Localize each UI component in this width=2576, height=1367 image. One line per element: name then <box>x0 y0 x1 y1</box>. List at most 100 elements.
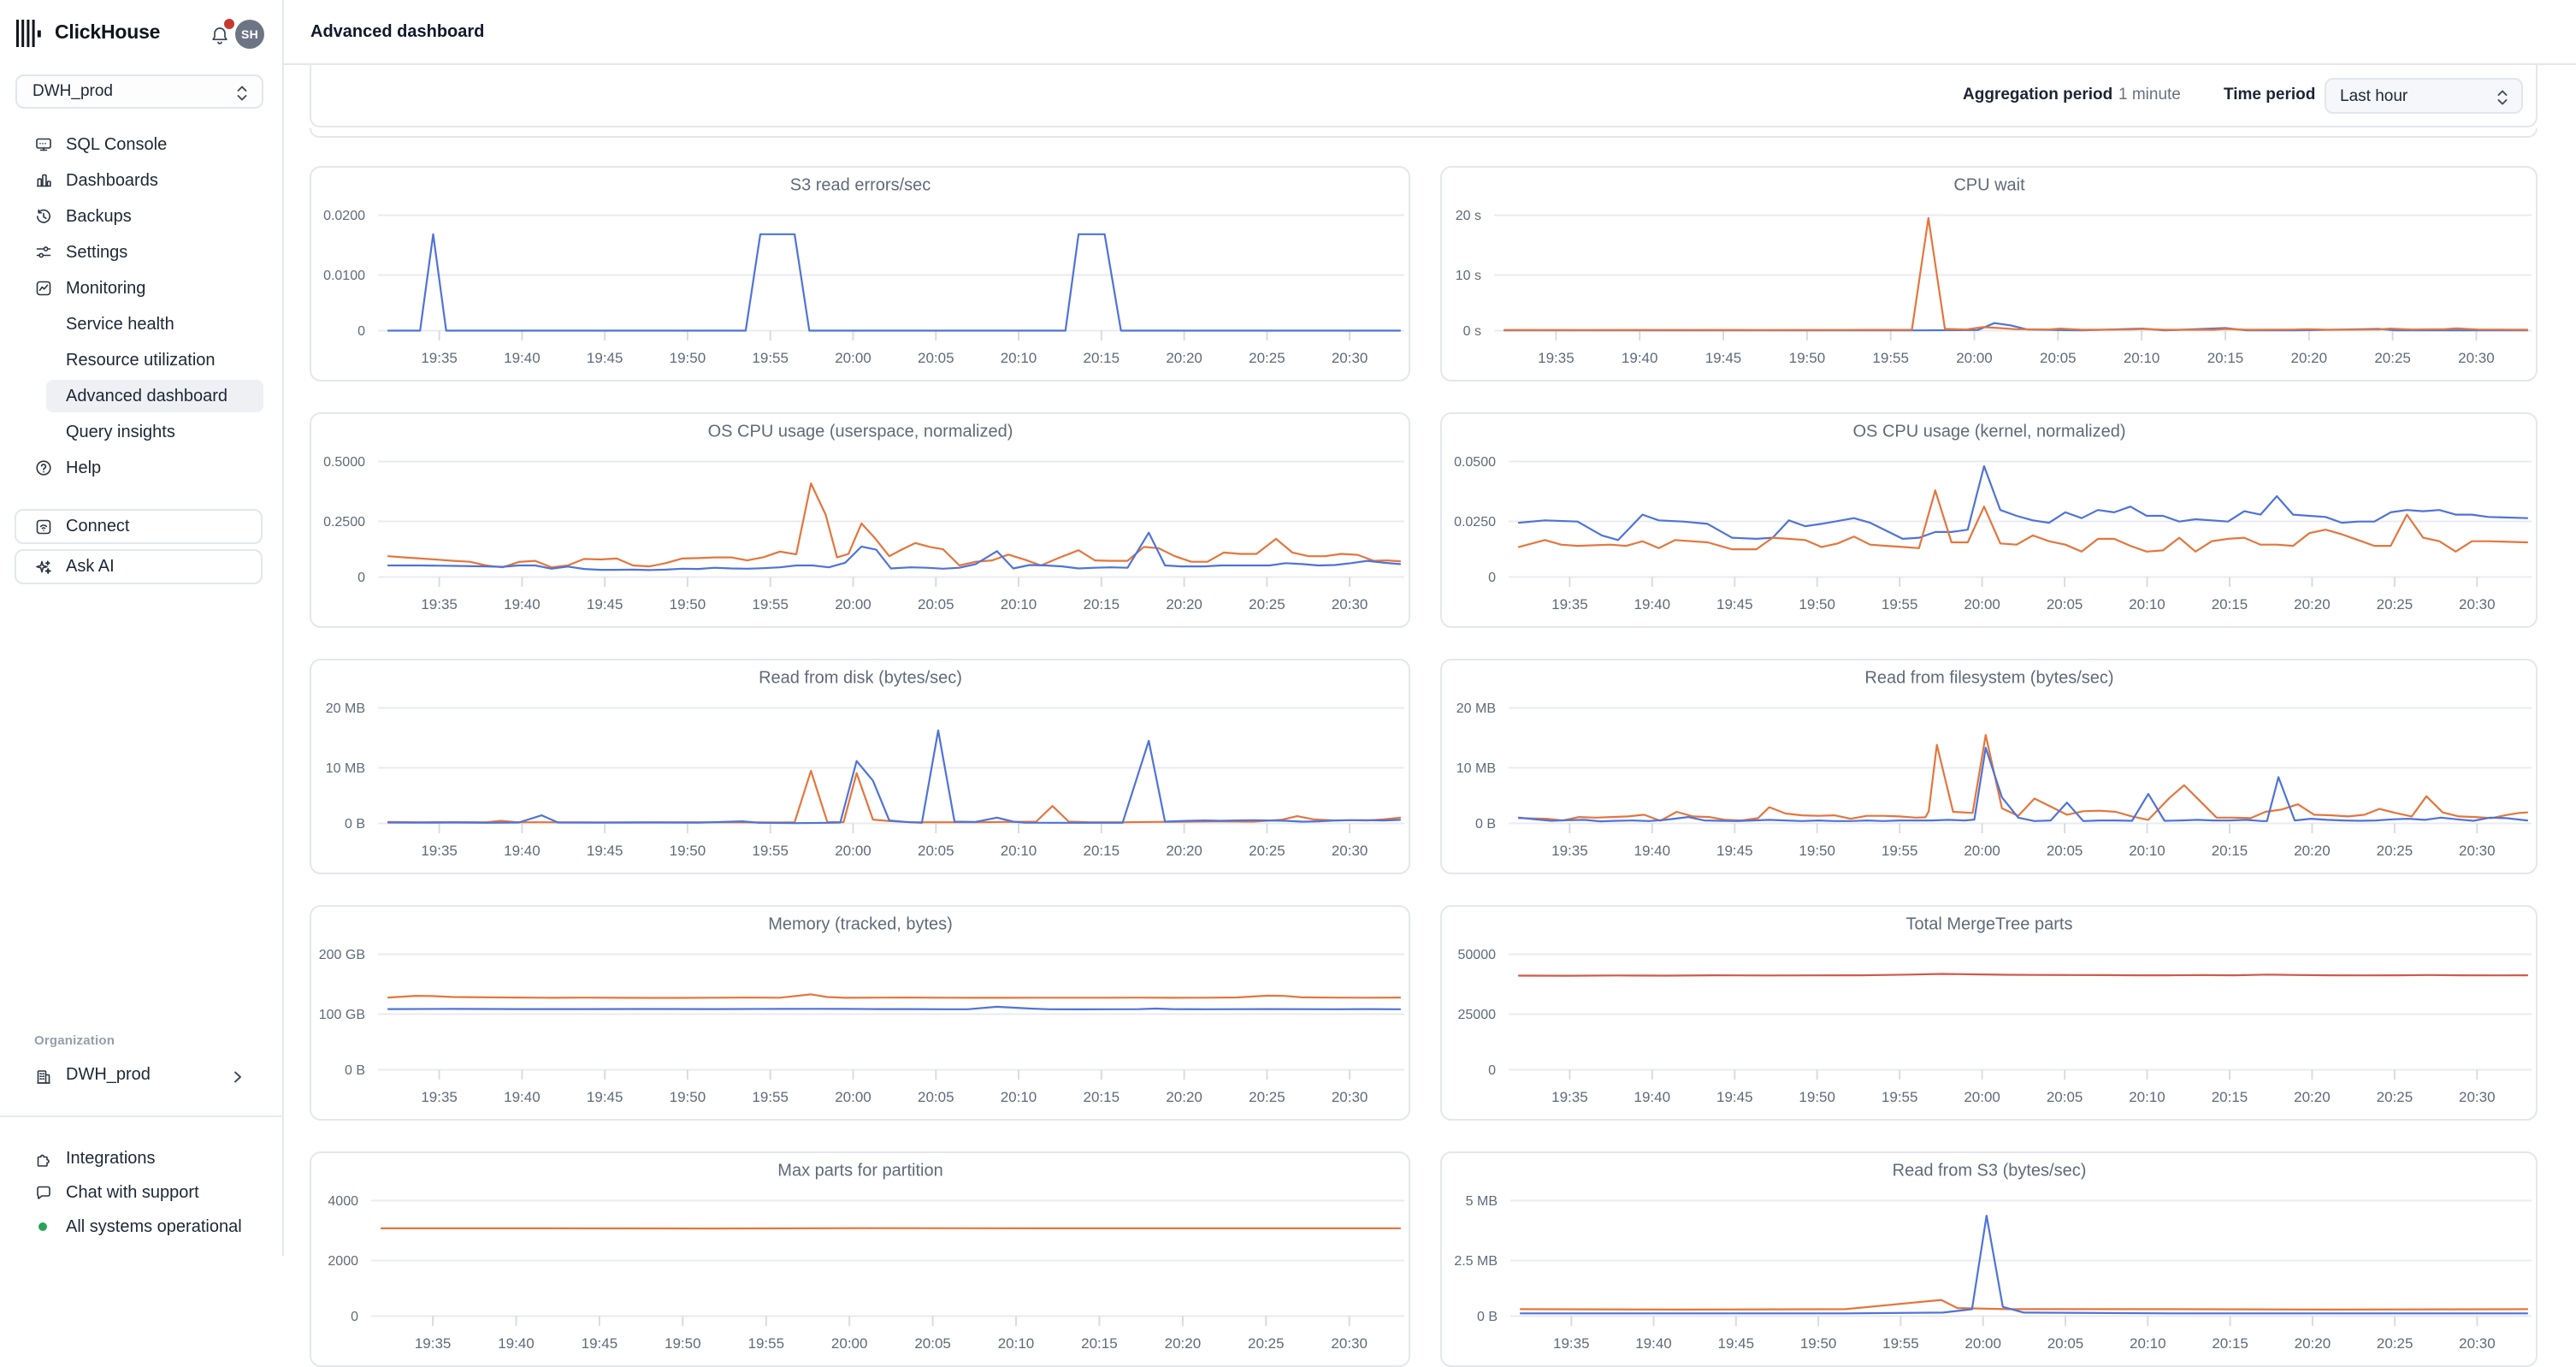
svg-text:19:40: 19:40 <box>1635 1335 1672 1352</box>
svg-text:19:45: 19:45 <box>1705 350 1742 366</box>
svg-text:19:35: 19:35 <box>1551 596 1588 612</box>
svg-text:20:25: 20:25 <box>2374 350 2411 366</box>
svg-text:20:10: 20:10 <box>1001 596 1037 612</box>
svg-text:20:25: 20:25 <box>2377 843 2414 859</box>
svg-text:OS CPU usage (userspace, norma: OS CPU usage (userspace, normalized) <box>708 423 1013 441</box>
svg-text:20:00: 20:00 <box>831 1335 868 1352</box>
svg-text:0 s: 0 s <box>1463 324 1481 339</box>
svg-text:5 MB: 5 MB <box>1466 1194 1498 1209</box>
svg-text:Total MergeTree parts: Total MergeTree parts <box>1906 915 2073 934</box>
svg-text:20:15: 20:15 <box>2212 596 2248 612</box>
svg-text:20:00: 20:00 <box>1964 843 2000 859</box>
svg-text:19:55: 19:55 <box>1882 1335 1919 1352</box>
svg-text:0.0200: 0.0200 <box>323 209 365 223</box>
svg-text:19:50: 19:50 <box>1800 1335 1837 1352</box>
svg-text:4000: 4000 <box>328 1194 358 1209</box>
svg-text:20:30: 20:30 <box>1332 1089 1368 1105</box>
svg-text:20:25: 20:25 <box>1248 1335 1285 1352</box>
svg-text:Read from S3 (bytes/sec): Read from S3 (bytes/sec) <box>1893 1162 2087 1181</box>
svg-text:20:15: 20:15 <box>2212 1335 2248 1352</box>
svg-text:20:00: 20:00 <box>835 1089 871 1105</box>
svg-text:19:45: 19:45 <box>587 596 623 612</box>
svg-text:19:40: 19:40 <box>504 843 541 859</box>
svg-text:19:45: 19:45 <box>587 1089 623 1105</box>
svg-text:20:15: 20:15 <box>1084 843 1120 859</box>
svg-text:20:15: 20:15 <box>1084 596 1120 612</box>
svg-text:20:15: 20:15 <box>1084 1089 1120 1105</box>
svg-text:0: 0 <box>1488 1063 1496 1078</box>
svg-text:20:25: 20:25 <box>1249 843 1285 859</box>
svg-text:Max parts for partition: Max parts for partition <box>777 1162 942 1181</box>
svg-text:19:55: 19:55 <box>752 596 789 612</box>
svg-text:19:45: 19:45 <box>1716 843 1753 859</box>
svg-text:19:45: 19:45 <box>1718 1335 1755 1352</box>
svg-text:20:00: 20:00 <box>1964 1335 2001 1352</box>
svg-text:0 B: 0 B <box>345 1063 365 1078</box>
svg-text:20:20: 20:20 <box>2294 596 2331 612</box>
svg-text:20 MB: 20 MB <box>326 701 365 716</box>
svg-text:20:15: 20:15 <box>1081 1335 1118 1352</box>
svg-text:20:05: 20:05 <box>2040 350 2077 366</box>
svg-text:20:15: 20:15 <box>2212 1089 2248 1105</box>
svg-text:19:50: 19:50 <box>670 350 706 366</box>
svg-text:19:50: 19:50 <box>1799 1089 1835 1105</box>
svg-text:10 s: 10 s <box>1456 269 1481 283</box>
svg-text:19:40: 19:40 <box>498 1335 535 1352</box>
svg-text:19:45: 19:45 <box>587 350 623 366</box>
svg-text:20:30: 20:30 <box>1332 596 1368 612</box>
svg-text:20:00: 20:00 <box>835 350 871 366</box>
svg-text:Read from disk (bytes/sec): Read from disk (bytes/sec) <box>759 669 962 688</box>
svg-text:19:55: 19:55 <box>1882 596 1918 612</box>
svg-text:0: 0 <box>357 571 365 585</box>
svg-text:19:50: 19:50 <box>1799 843 1835 859</box>
svg-text:19:35: 19:35 <box>1538 350 1575 366</box>
svg-text:20:00: 20:00 <box>1964 1089 2000 1105</box>
svg-text:20:10: 20:10 <box>2130 1335 2166 1352</box>
svg-text:2000: 2000 <box>328 1254 358 1269</box>
svg-text:20:10: 20:10 <box>1001 350 1037 366</box>
svg-text:20:05: 20:05 <box>918 596 954 612</box>
svg-text:0 B: 0 B <box>1477 1310 1498 1324</box>
svg-text:19:50: 19:50 <box>665 1335 701 1352</box>
svg-text:20:15: 20:15 <box>1084 350 1120 366</box>
svg-text:20:00: 20:00 <box>1964 596 2000 612</box>
svg-text:0: 0 <box>351 1310 358 1324</box>
svg-text:CPU wait: CPU wait <box>1953 176 2025 195</box>
svg-text:19:45: 19:45 <box>1716 1089 1753 1105</box>
svg-text:20:15: 20:15 <box>2212 843 2248 859</box>
svg-text:19:35: 19:35 <box>421 596 458 612</box>
svg-text:19:35: 19:35 <box>415 1335 452 1352</box>
svg-text:20 s: 20 s <box>1456 209 1481 223</box>
svg-text:100 GB: 100 GB <box>319 1008 365 1022</box>
svg-text:0.0500: 0.0500 <box>1454 455 1496 470</box>
svg-text:20:25: 20:25 <box>1249 1089 1285 1105</box>
svg-text:19:50: 19:50 <box>1799 596 1835 612</box>
svg-text:19:55: 19:55 <box>752 843 789 859</box>
svg-text:20:05: 20:05 <box>918 350 954 366</box>
svg-text:20:30: 20:30 <box>2459 596 2496 612</box>
svg-text:20:10: 20:10 <box>1001 1089 1037 1105</box>
svg-text:19:55: 19:55 <box>752 1089 789 1105</box>
svg-text:200 GB: 200 GB <box>319 948 365 962</box>
svg-text:0.2500: 0.2500 <box>323 515 365 530</box>
svg-text:19:35: 19:35 <box>421 843 458 859</box>
svg-text:20:30: 20:30 <box>2459 843 2496 859</box>
svg-text:19:50: 19:50 <box>1789 350 1826 366</box>
svg-text:0.5000: 0.5000 <box>323 455 365 470</box>
svg-text:20:25: 20:25 <box>2377 596 2414 612</box>
svg-text:20:20: 20:20 <box>2294 843 2331 859</box>
svg-text:20:10: 20:10 <box>2124 350 2160 366</box>
svg-text:20:30: 20:30 <box>2459 1089 2496 1105</box>
svg-text:20:25: 20:25 <box>1249 596 1285 612</box>
svg-text:0: 0 <box>1488 571 1496 585</box>
svg-text:20:30: 20:30 <box>1331 1335 1368 1352</box>
svg-text:20:20: 20:20 <box>2294 1089 2331 1105</box>
svg-text:19:50: 19:50 <box>670 596 706 612</box>
svg-text:0.0250: 0.0250 <box>1454 515 1496 530</box>
svg-text:10 MB: 10 MB <box>326 761 365 776</box>
svg-text:20 MB: 20 MB <box>1456 701 1496 716</box>
svg-text:20:00: 20:00 <box>835 843 871 859</box>
svg-text:19:55: 19:55 <box>752 350 789 366</box>
svg-text:20:25: 20:25 <box>2377 1089 2414 1105</box>
svg-text:S3 read errors/sec: S3 read errors/sec <box>790 176 931 195</box>
